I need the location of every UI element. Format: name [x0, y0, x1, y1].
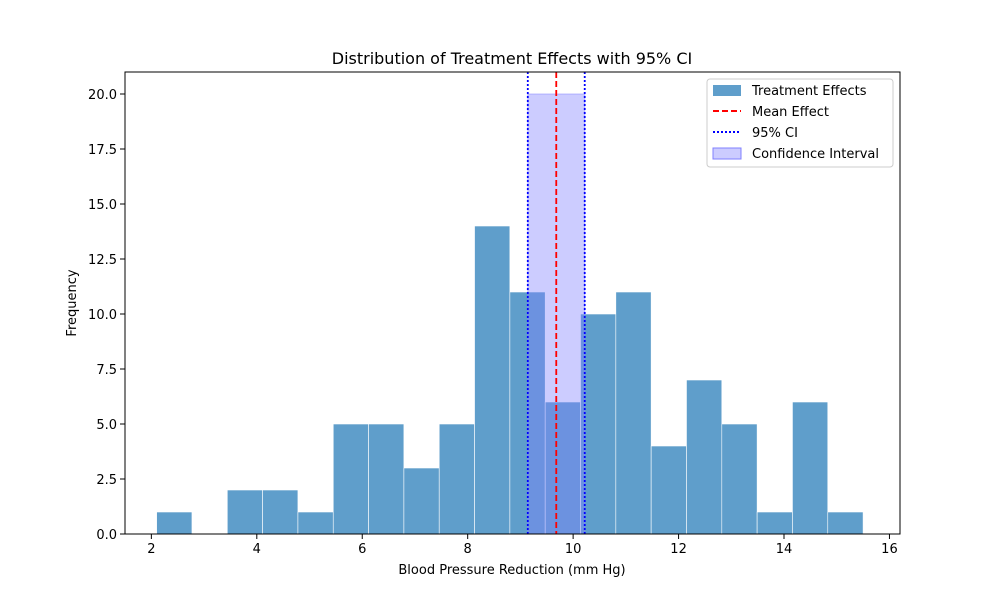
y-tick-label: 2.5 [96, 473, 117, 488]
y-tick-label: 12.5 [88, 253, 117, 268]
histogram-bars [156, 225, 864, 535]
chart-title: Distribution of Treatment Effects with 9… [332, 49, 692, 68]
histogram-bar [332, 423, 369, 535]
histogram-bar [721, 423, 758, 535]
histogram-bar [756, 511, 793, 535]
histogram-bar [262, 489, 299, 535]
plot-frame [124, 71, 901, 535]
histogram-bar [686, 379, 723, 535]
histogram-bar [156, 511, 193, 535]
x-axis-label: Blood Pressure Reduction (mm Hg) [398, 563, 625, 578]
histogram-bar [438, 423, 475, 535]
histogram-bar [827, 511, 864, 535]
legend-swatch-treatment-effects [713, 85, 741, 96]
histogram-bar [403, 467, 440, 535]
legend-label-confidence-interval: Confidence Interval [752, 147, 879, 162]
y-tick-label: 5.0 [96, 418, 117, 433]
legend-label-treatment-effects: Treatment Effects [751, 84, 867, 99]
x-tick-label: 12 [670, 542, 687, 557]
x-tick-label: 2 [147, 542, 155, 557]
y-tick-label: 0.0 [96, 528, 117, 543]
y-tick-label: 15.0 [88, 198, 117, 213]
x-tick-label: 10 [565, 542, 582, 557]
x-tick-label: 6 [358, 542, 366, 557]
legend-label-mean-effect: Mean Effect [752, 105, 829, 120]
x-tick-label: 4 [253, 542, 261, 557]
legend: Treatment Effects Mean Effect 95% CI Con… [706, 78, 894, 168]
histogram-bar [650, 445, 687, 535]
y-tick-label: 10.0 [88, 308, 117, 323]
x-tick-label: 16 [881, 542, 898, 557]
y-tick-label: 20.0 [88, 88, 117, 103]
histogram-bar [544, 401, 581, 535]
histogram-bar [580, 313, 617, 535]
y-axis-ticks: 0.0 2.5 5.0 7.5 10.0 12.5 15.0 17.5 20.0 [88, 88, 125, 543]
x-axis-ticks: 2 4 6 8 10 12 14 16 [147, 534, 898, 557]
histogram-bar [226, 489, 263, 535]
histogram-bar [474, 225, 511, 535]
x-tick-label: 14 [776, 542, 793, 557]
histogram-bar [297, 511, 334, 535]
legend-swatch-confidence-interval [712, 147, 742, 160]
reference-lines [526, 72, 586, 534]
legend-label-95-ci: 95% CI [752, 126, 798, 141]
y-tick-label: 7.5 [96, 363, 117, 378]
histogram-bar [615, 291, 652, 535]
histogram-bar [792, 401, 829, 535]
legend-box [706, 78, 894, 168]
y-tick-label: 17.5 [88, 143, 117, 158]
y-axis-label: Frequency [65, 269, 80, 336]
histogram-bar [368, 423, 405, 535]
x-tick-label: 8 [464, 542, 472, 557]
